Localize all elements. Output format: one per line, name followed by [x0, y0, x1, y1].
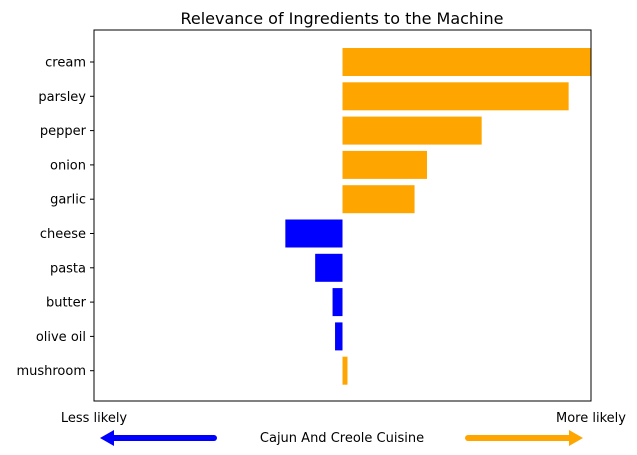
- bar-garlic: [342, 185, 415, 214]
- category-label-cream: cream: [45, 56, 86, 71]
- category-label-pasta: pasta: [50, 261, 86, 276]
- x-label-more-likely: More likely: [556, 411, 626, 426]
- bar-pasta: [315, 253, 343, 282]
- category-label-olive-oil: olive oil: [36, 330, 86, 345]
- bar-pepper: [342, 116, 482, 145]
- category-label-butter: butter: [46, 296, 87, 311]
- category-label-garlic: garlic: [50, 193, 86, 208]
- category-label-cheese: cheese: [40, 227, 86, 242]
- bar-olive-oil: [335, 322, 343, 351]
- category-labels: cream parsley pepper onion garlic cheese pasta…: [16, 56, 94, 379]
- x-label-less-likely: Less likely: [61, 411, 128, 426]
- bar-mushroom: [342, 356, 348, 385]
- bar-butter: [332, 288, 343, 317]
- bar-cheese: [285, 219, 343, 248]
- plot-frame: [93, 29, 592, 402]
- less-likely-arrow: [100, 430, 217, 446]
- chart-title: Relevance of Ingredients to the Machine: [180, 9, 503, 28]
- bars-group: [285, 48, 591, 385]
- category-label-mushroom: mushroom: [16, 364, 86, 379]
- x-axis-label: Cajun And Creole Cuisine: [260, 431, 424, 446]
- category-label-pepper: pepper: [40, 124, 87, 139]
- bar-onion: [342, 150, 427, 179]
- more-likely-arrow: [465, 430, 583, 446]
- category-label-parsley: parsley: [38, 90, 86, 105]
- category-label-onion: onion: [50, 158, 86, 173]
- bar-parsley: [342, 82, 569, 111]
- bar-cream: [342, 48, 591, 76]
